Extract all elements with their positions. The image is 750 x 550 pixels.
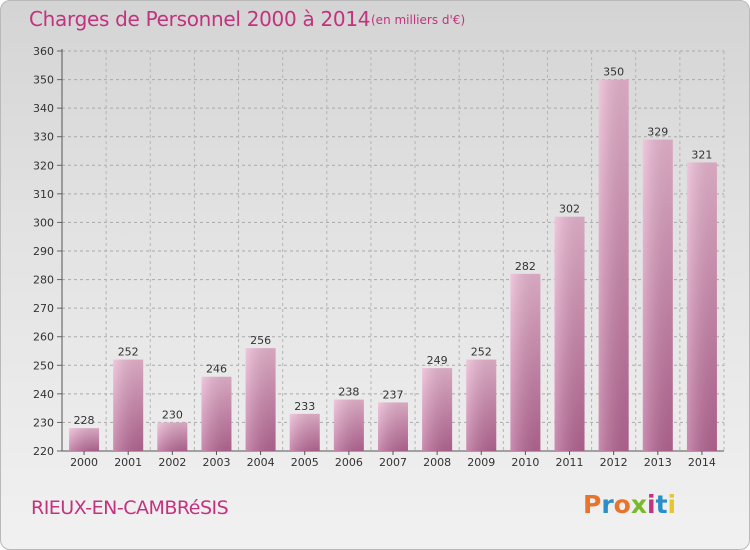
chart-subtitle: (en milliers d'€) <box>371 13 466 27</box>
bar-shade-2007 <box>378 402 408 451</box>
data-label: 233 <box>294 400 315 413</box>
y-tick-label: 310 <box>33 188 54 201</box>
y-tick-label: 270 <box>33 302 54 315</box>
y-tick-label: 240 <box>33 388 54 401</box>
data-label: 238 <box>338 386 359 399</box>
bar-shade-2002 <box>157 422 188 451</box>
bar-shade-2013 <box>642 139 673 452</box>
x-tick-label: 2009 <box>467 456 495 469</box>
logo-letter: r <box>601 490 614 519</box>
data-label: 249 <box>427 354 448 367</box>
y-tick-label: 340 <box>33 102 54 115</box>
y-tick-label: 320 <box>33 159 54 172</box>
x-tick-label: 2012 <box>600 456 628 469</box>
bar-shade-2008 <box>422 368 453 451</box>
bar-shade-2011 <box>554 216 585 451</box>
x-tick-label: 2005 <box>291 456 319 469</box>
y-tick-label: 260 <box>33 331 54 344</box>
y-tick-label: 280 <box>33 274 54 287</box>
town-name: RIEUX-EN-CAMBRéSIS <box>31 497 229 519</box>
x-tick-label: 2010 <box>511 456 539 469</box>
logo-letter: P <box>583 490 602 519</box>
x-tick-label: 2003 <box>202 456 230 469</box>
bar-shade-2010 <box>510 273 541 451</box>
x-tick-label: 2014 <box>688 456 716 469</box>
bar-shade-2006 <box>333 399 364 451</box>
y-tick-label: 230 <box>33 416 54 429</box>
y-tick-label: 350 <box>33 74 54 87</box>
bar-shade-2014 <box>686 162 717 451</box>
x-tick-label: 2008 <box>423 456 451 469</box>
data-label: 252 <box>118 346 139 359</box>
logo-letter: t <box>655 490 668 519</box>
bar-shade-2001 <box>113 359 144 451</box>
y-tick-label: 300 <box>33 216 54 229</box>
x-tick-label: 2007 <box>379 456 407 469</box>
data-label: 256 <box>250 334 271 347</box>
logo-letter: o <box>613 490 631 519</box>
x-tick-label: 2004 <box>247 456 275 469</box>
data-label: 329 <box>647 126 668 139</box>
x-tick-label: 2002 <box>158 456 186 469</box>
logo-letter: i <box>667 490 677 519</box>
data-label: 282 <box>515 260 536 273</box>
logo-letter: x <box>630 490 647 519</box>
data-label: 246 <box>206 363 227 376</box>
chart-title: Charges de Personnel 2000 à 2014 <box>29 7 371 31</box>
data-label: 350 <box>603 66 624 79</box>
y-tick-label: 290 <box>33 245 54 258</box>
logo-letter: i <box>647 490 656 519</box>
labels: 2000 228 2001 252 2002 230 2003 246 2004 256 2005 2… <box>70 66 716 469</box>
bar-shade-2000 <box>69 428 100 451</box>
bars <box>69 79 717 452</box>
bar-shade-2004 <box>245 348 276 451</box>
x-tick-label: 2013 <box>644 456 672 469</box>
bar-shade-2009 <box>466 359 497 451</box>
data-label: 321 <box>691 148 712 161</box>
proxiti-logo: Proxiti <box>583 490 676 519</box>
bar-shade-2012 <box>598 79 629 452</box>
x-tick-label: 2011 <box>556 456 584 469</box>
y-tick-label: 250 <box>33 359 54 372</box>
x-tick-label: 2006 <box>335 456 363 469</box>
y-tick-label: 220 <box>33 445 54 458</box>
data-label: 252 <box>471 346 492 359</box>
x-tick-label: 2001 <box>114 456 142 469</box>
data-label: 237 <box>383 388 404 401</box>
bar-shade-2005 <box>289 413 320 451</box>
bar-shade-2003 <box>201 376 232 451</box>
data-label: 230 <box>162 408 183 421</box>
data-label: 228 <box>74 414 95 427</box>
data-label: 302 <box>559 203 580 216</box>
y-tick-label: 330 <box>33 131 54 144</box>
x-tick-label: 2000 <box>70 456 98 469</box>
y-tick-label: 360 <box>33 45 54 58</box>
